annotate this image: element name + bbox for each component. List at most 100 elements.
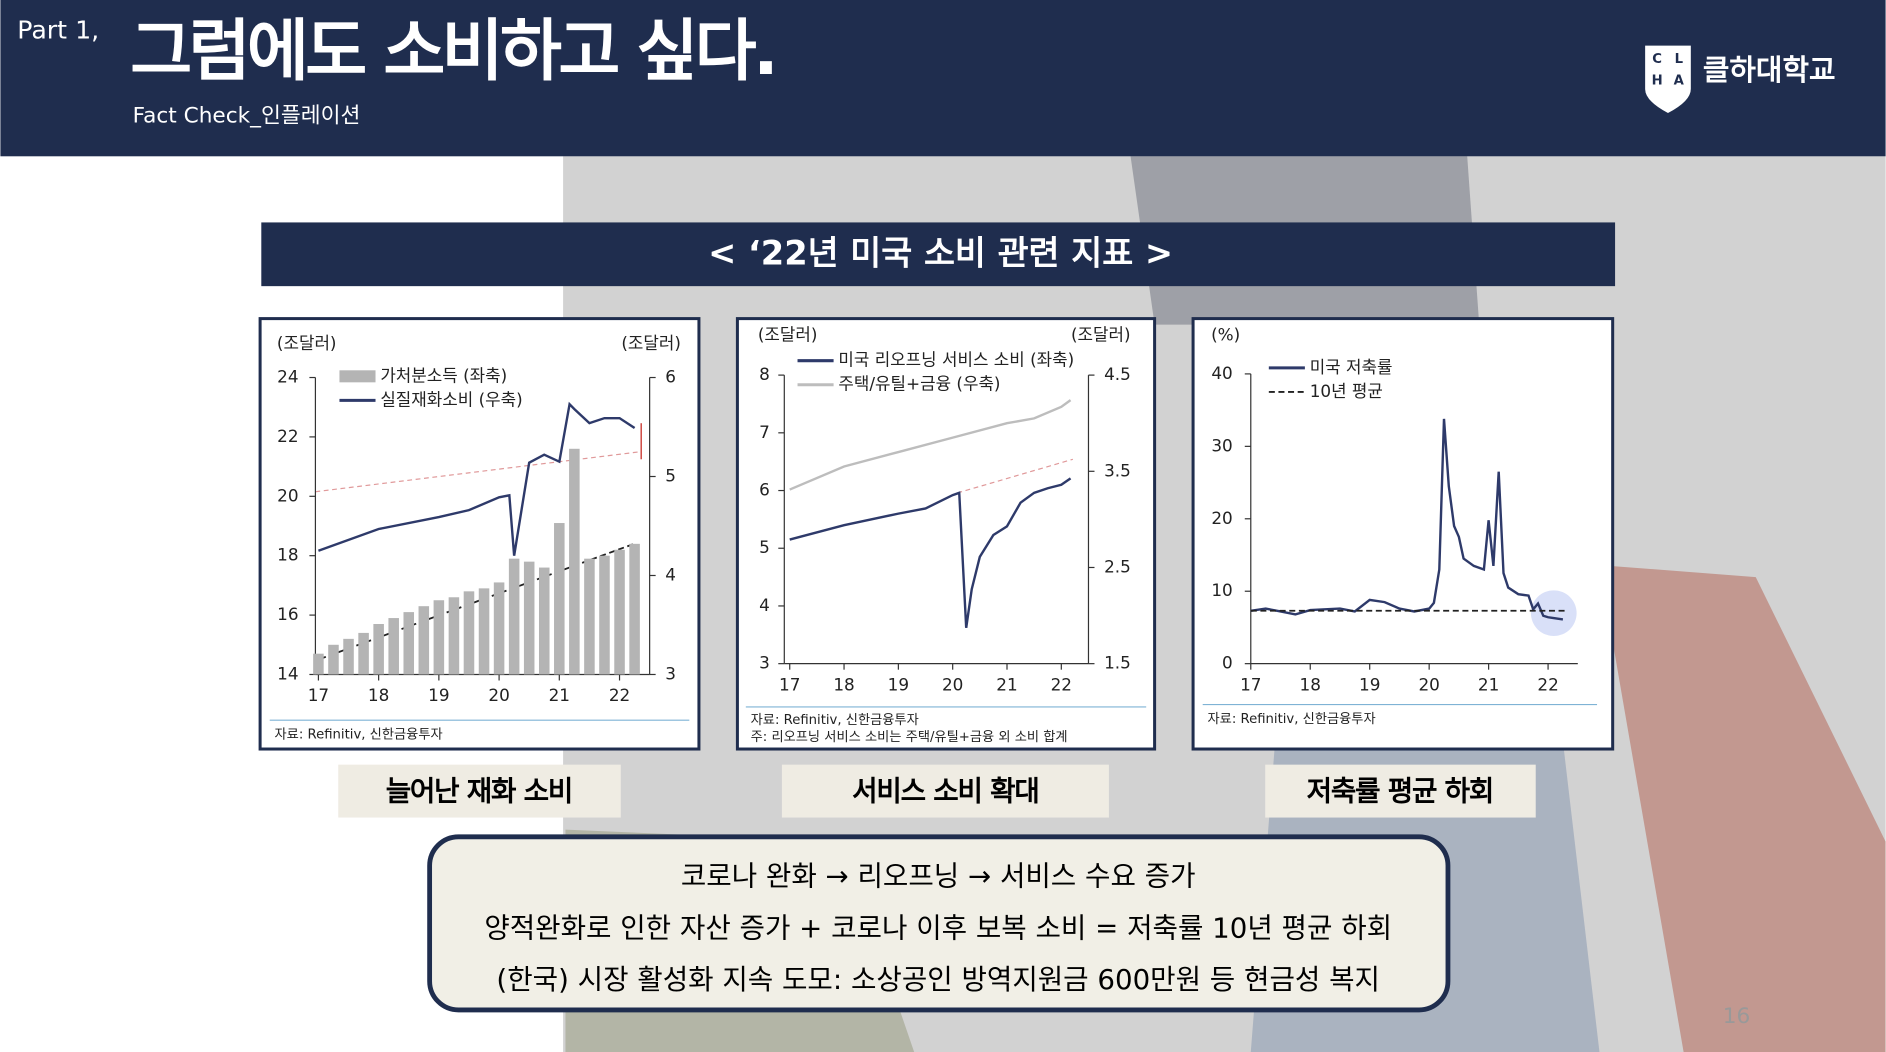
bar [599, 555, 610, 675]
axis-title: (조달러) [758, 324, 818, 344]
trend-line [315, 451, 638, 493]
subtitle: Fact Check_인플레이션 [133, 104, 361, 129]
y-tick-label: 20 [1211, 508, 1232, 528]
x-tick-label: 22 [1537, 674, 1558, 694]
bar [388, 618, 399, 675]
header-bar [0, 0, 1886, 157]
caption-box [781, 764, 1109, 818]
y-tick-label: 20 [277, 485, 298, 505]
bar [523, 561, 535, 675]
x-tick-label: 17 [308, 685, 329, 705]
logo-letter: C [1652, 52, 1662, 67]
legend-label: 실질재화소비 (우축) [380, 389, 522, 409]
x-tick-label: 18 [368, 685, 389, 705]
legend-label: 주택/유틸+금융 (우축) [838, 374, 1000, 394]
source: 자료: Refinitiv, 신한금융투자 [751, 712, 919, 728]
x-tick-label: 19 [428, 685, 449, 705]
x-tick-label: 21 [549, 685, 570, 705]
source: 주: 리오프닝 서비스 소비는 주택/유틸+금융 외 소비 합계 [751, 729, 1068, 745]
y-tick-label: 24 [277, 367, 298, 387]
bar [584, 558, 595, 675]
y2-tick-label: 2.5 [1104, 556, 1131, 576]
y-tick-label: 30 [1211, 435, 1232, 455]
y-tick-label: 40 [1211, 363, 1232, 383]
source: 자료: Refinitiv, 신한금융투자 [1208, 711, 1376, 727]
x-tick-label: 19 [888, 674, 909, 694]
trend-line [957, 458, 1074, 494]
part-label: Part 1, [17, 15, 99, 44]
y2-tick-label: 4.5 [1104, 364, 1131, 384]
logo-letter: L [1675, 52, 1684, 67]
x-tick-label: 17 [1240, 674, 1261, 694]
x-tick-label: 19 [1359, 674, 1380, 694]
x-tick-label: 20 [488, 685, 509, 705]
y2-tick-label: 3.5 [1104, 460, 1131, 480]
series-line [789, 399, 1072, 491]
bar [418, 606, 430, 675]
y2-tick-label: 1.5 [1104, 653, 1131, 673]
summary-box [427, 834, 1451, 1013]
bar [433, 600, 445, 675]
series-line [318, 401, 636, 556]
summary-line: 코로나 완화 → 리오프닝 → 서비스 수요 증가 [681, 860, 1196, 893]
bar [629, 543, 640, 675]
bar [328, 644, 339, 675]
bar [463, 591, 475, 675]
logo-letter: H [1652, 74, 1663, 89]
x-tick-label: 20 [1418, 674, 1439, 694]
bar [554, 523, 565, 675]
y-tick-label: 8 [759, 364, 770, 384]
trend-line [319, 542, 636, 660]
bar [614, 549, 625, 675]
y-tick-label: 3 [759, 653, 770, 673]
caption-box [1265, 764, 1536, 818]
y-tick-label: 4 [759, 595, 770, 615]
x-tick-label: 17 [779, 674, 800, 694]
bar [313, 653, 324, 675]
chart-panel [258, 317, 701, 751]
y-tick-label: 10 [1211, 580, 1232, 600]
photo-shape [1599, 565, 1886, 1052]
y2-tick-label: 6 [665, 367, 676, 387]
x-tick-label: 22 [609, 685, 630, 705]
bar [538, 567, 550, 675]
summary-line: (한국) 시장 활성화 지속 도모: 소상공인 방역지원금 600만원 등 현금… [496, 963, 1380, 996]
y2-tick-label: 4 [665, 564, 676, 584]
bar [448, 597, 460, 675]
bar [373, 623, 384, 675]
legend-label: 10년 평균 [1310, 381, 1383, 401]
x-tick-label: 21 [996, 674, 1017, 694]
y-tick-label: 7 [759, 422, 770, 442]
bar [403, 612, 415, 675]
x-tick-label: 22 [1051, 674, 1072, 694]
bar [358, 632, 369, 675]
logo-letter: A [1674, 74, 1685, 89]
y2-tick-label: 5 [665, 466, 676, 486]
page-number: 16 [1723, 1004, 1751, 1029]
y2-tick-label: 3 [665, 663, 676, 683]
bar [478, 588, 490, 675]
legend-label: 가처분소득 (좌축) [380, 365, 507, 385]
caption: 늘어난 재화 소비 [386, 774, 572, 807]
x-tick-label: 18 [833, 674, 854, 694]
title: 그럼에도 소비하고 싶다. [130, 12, 775, 90]
series-line [789, 477, 1072, 629]
y-tick-label: 22 [277, 426, 298, 446]
y-tick-label: 14 [277, 663, 298, 683]
y-tick-label: 0 [1222, 653, 1233, 673]
legend-label: 미국 리오프닝 서비스 소비 (좌축) [838, 350, 1074, 370]
source: 자료: Refinitiv, 신한금융투자 [275, 727, 443, 743]
bar [343, 638, 354, 675]
caption: 저축률 평균 하회 [1307, 774, 1493, 807]
axis-title: (조달러) [621, 333, 681, 353]
chart-panel [1191, 317, 1615, 751]
bar [569, 448, 580, 675]
y-tick-label: 16 [277, 604, 298, 624]
logo-text: 클하대학교 [1703, 53, 1836, 87]
summary-line: 양적완화로 인한 자산 증가 + 코로나 이후 보복 소비 = 저축률 10년 … [484, 911, 1392, 944]
axis-title: (조달러) [1071, 324, 1131, 344]
axis-title: (%) [1211, 324, 1240, 344]
legend-label: 미국 저축률 [1310, 357, 1393, 377]
